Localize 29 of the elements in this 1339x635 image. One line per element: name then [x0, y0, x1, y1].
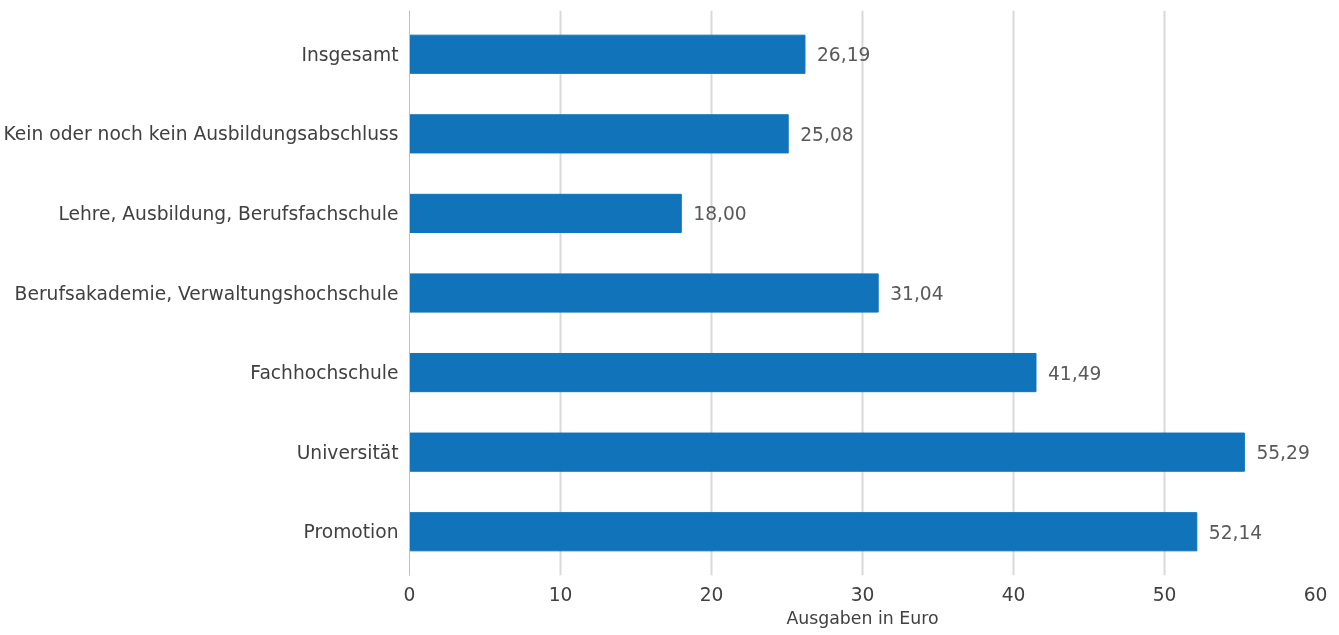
data-label: 41,49	[1048, 362, 1102, 384]
data-label: 18,00	[693, 203, 747, 225]
y-tick-label: Insgesamt	[301, 43, 399, 65]
x-tick-label: 40	[1001, 583, 1026, 605]
x-tick-label: 60	[1303, 583, 1328, 605]
y-tick-label: Promotion	[303, 521, 399, 543]
y-tick-label: Lehre, Ausbildung, Berufsfachschule	[58, 202, 399, 224]
data-label: 55,29	[1256, 442, 1310, 464]
data-label: 26,19	[816, 44, 871, 66]
x-tick-label: 10	[548, 583, 573, 605]
x-tick-label: 30	[850, 583, 875, 605]
x-tick-label: 0	[403, 583, 416, 605]
data-label: 25,08	[800, 123, 854, 145]
x-tick-label: 20	[699, 583, 724, 605]
data-label: 52,14	[1208, 521, 1263, 543]
y-tick-label: Fachhochschule	[250, 362, 399, 384]
bar	[409, 352, 1037, 393]
bar	[409, 432, 1245, 472]
y-tick-label: Berufsakademie, Verwaltungshochschule	[14, 282, 399, 304]
data-label: 31,04	[890, 283, 944, 304]
bar	[409, 193, 682, 234]
x-tick-label: 50	[1152, 583, 1177, 605]
x-axis-title: Ausgaben in Euro	[786, 607, 939, 628]
bar	[409, 273, 879, 313]
bar	[409, 34, 806, 74]
y-tick-label: Kein oder noch kein Ausbildungsabschluss	[3, 123, 399, 145]
y-tick-label: Universität	[296, 441, 399, 463]
bar	[409, 512, 1198, 552]
bar	[409, 114, 789, 154]
